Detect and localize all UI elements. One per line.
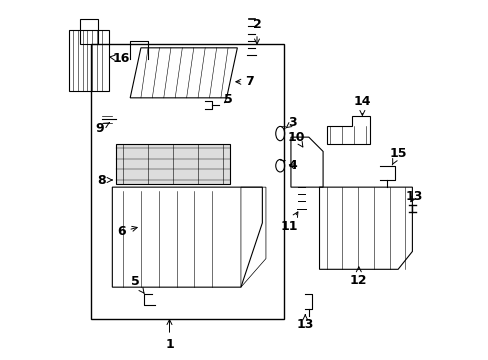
Text: 5: 5 [131, 275, 144, 293]
Text: 6: 6 [117, 225, 137, 238]
Bar [91, 44, 283, 319]
Bar [116, 144, 230, 184]
Text: 2: 2 [252, 18, 261, 44]
Text: 16: 16 [109, 52, 130, 65]
Text: 9: 9 [95, 122, 109, 135]
Text: 5: 5 [224, 93, 232, 106]
Text: 3: 3 [285, 116, 296, 129]
Text: 7: 7 [235, 75, 254, 88]
Text: 13: 13 [405, 190, 422, 203]
Text: 4: 4 [288, 159, 297, 172]
Text: 13: 13 [296, 315, 313, 331]
Text: 14: 14 [353, 95, 370, 116]
Text: 12: 12 [349, 267, 367, 287]
Text: 10: 10 [287, 131, 305, 147]
Text: 11: 11 [280, 212, 297, 233]
Text: 8: 8 [97, 174, 112, 186]
Text: 1: 1 [165, 320, 174, 351]
Text: 15: 15 [388, 147, 406, 165]
